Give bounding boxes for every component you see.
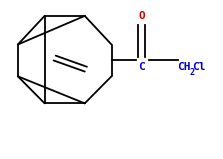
Text: O: O: [138, 11, 145, 21]
Text: CH: CH: [177, 62, 191, 72]
Text: 2: 2: [189, 68, 194, 77]
Text: C: C: [138, 62, 145, 72]
Text: Cl: Cl: [192, 62, 206, 72]
